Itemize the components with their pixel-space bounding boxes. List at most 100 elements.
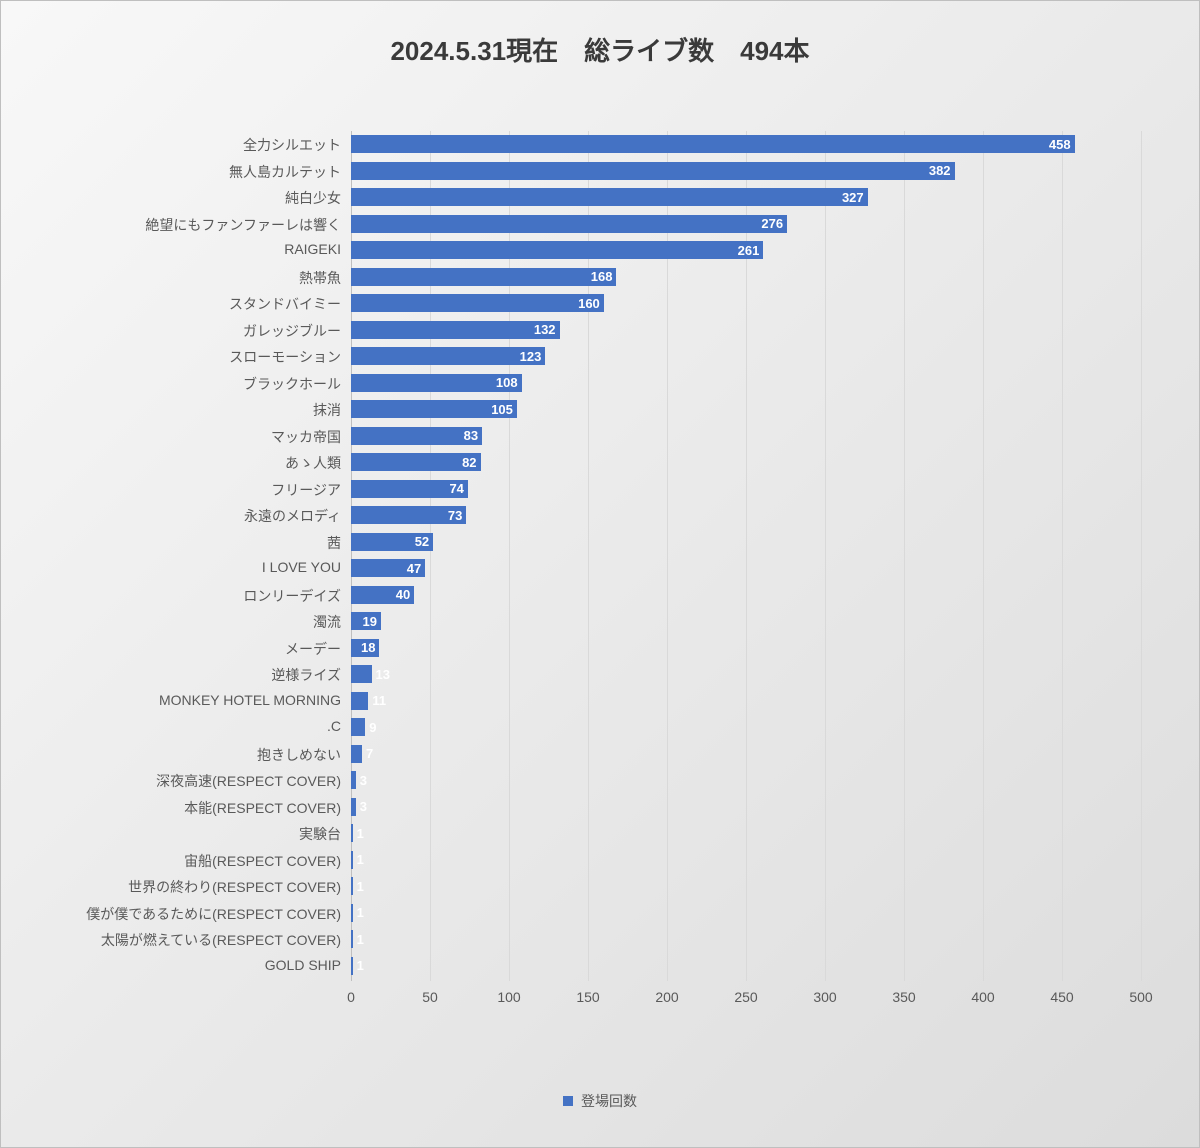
plot-area: 050100150200250300350400450500全力シルエット458…	[351, 131, 1141, 981]
legend-swatch	[563, 1096, 573, 1106]
bar-value-label: 52	[415, 534, 429, 549]
bar	[351, 771, 356, 789]
x-tick-label: 400	[971, 989, 994, 1005]
y-category-label: 本能(RESPECT COVER)	[184, 798, 341, 818]
x-tick-label: 50	[422, 989, 438, 1005]
bar	[351, 798, 356, 816]
bar	[351, 665, 372, 683]
bar	[351, 957, 353, 975]
bar-value-label: 160	[578, 296, 600, 311]
bar-value-label: 9	[369, 720, 376, 735]
bar-value-label: 276	[761, 216, 783, 231]
bar-value-label: 108	[496, 375, 518, 390]
y-category-label: RAIGEKI	[284, 241, 341, 257]
x-tick-label: 450	[1050, 989, 1073, 1005]
bar-value-label: 168	[591, 269, 613, 284]
x-tick-label: 200	[655, 989, 678, 1005]
y-category-label: 絶望にもファンファーレは響く	[145, 215, 341, 235]
y-category-label: 濁流	[313, 612, 341, 632]
gridline	[1062, 131, 1063, 981]
chart-title: 2024.5.31現在 総ライブ数 494本	[1, 31, 1199, 68]
bar-value-label: 382	[929, 163, 951, 178]
bar-value-label: 74	[449, 481, 463, 496]
y-category-label: ロンリーデイズ	[243, 586, 341, 606]
y-category-label: 抱きしめない	[257, 745, 341, 765]
x-tick-label: 350	[892, 989, 915, 1005]
bar-value-label: 261	[738, 243, 760, 258]
x-tick-label: 300	[813, 989, 836, 1005]
y-category-label: 僕が僕であるために(RESPECT COVER)	[86, 904, 341, 924]
bar-value-label: 1	[357, 958, 364, 973]
bar	[351, 268, 616, 286]
y-category-label: 永遠のメロディ	[244, 506, 341, 526]
y-category-label: I LOVE YOU	[262, 559, 341, 575]
y-category-label: 純白少女	[285, 188, 341, 208]
bar	[351, 877, 353, 895]
y-category-label: 全力シルエット	[243, 135, 341, 155]
x-tick-label: 100	[497, 989, 520, 1005]
y-category-label: 茜	[327, 533, 341, 553]
bar	[351, 294, 604, 312]
y-category-label: MONKEY HOTEL MORNING	[159, 692, 341, 708]
bar	[351, 718, 365, 736]
y-category-label: 逆様ライズ	[271, 665, 341, 685]
bar-value-label: 83	[464, 428, 478, 443]
bar	[351, 427, 482, 445]
bar	[351, 745, 362, 763]
bar-value-label: 458	[1049, 137, 1071, 152]
y-category-label: 無人島カルテット	[229, 162, 341, 182]
y-category-label: メーデー	[285, 639, 341, 659]
bar	[351, 347, 545, 365]
y-category-label: あゝ人類	[285, 453, 341, 473]
bar-value-label: 11	[372, 693, 386, 708]
bar-value-label: 7	[366, 746, 373, 761]
bar-value-label: 13	[376, 667, 390, 682]
bar	[351, 692, 368, 710]
x-tick-label: 500	[1129, 989, 1152, 1005]
y-category-label: フリージア	[271, 480, 341, 500]
bar	[351, 930, 353, 948]
bar-value-label: 1	[357, 879, 364, 894]
chart-frame: 2024.5.31現在 総ライブ数 494本 05010015020025030…	[0, 0, 1200, 1148]
bar-value-label: 47	[407, 561, 421, 576]
x-tick-label: 0	[347, 989, 355, 1005]
y-category-label: 太陽が燃えている(RESPECT COVER)	[101, 930, 341, 950]
y-category-label: .C	[327, 718, 341, 734]
bar-value-label: 327	[842, 190, 864, 205]
bar-value-label: 40	[396, 587, 410, 602]
y-category-label: 世界の終わり(RESPECT COVER)	[128, 877, 341, 897]
bar-value-label: 73	[448, 508, 462, 523]
legend-label: 登場回数	[581, 1091, 637, 1111]
y-category-label: スローモーション	[229, 347, 341, 367]
gridline	[983, 131, 984, 981]
bar-value-label: 18	[361, 640, 375, 655]
bar-value-label: 1	[357, 905, 364, 920]
bar-value-label: 105	[491, 402, 513, 417]
bar-value-label: 82	[462, 455, 476, 470]
bar-value-label: 19	[363, 614, 377, 629]
y-category-label: 抹消	[313, 400, 341, 420]
bar-value-label: 132	[534, 322, 556, 337]
y-category-label: ガレッジブルー	[243, 321, 341, 341]
gridline	[1141, 131, 1142, 981]
y-category-label: 宙船(RESPECT COVER)	[184, 851, 341, 871]
bar-value-label: 1	[357, 852, 364, 867]
bar	[351, 904, 353, 922]
y-category-label: 深夜高速(RESPECT COVER)	[156, 771, 341, 791]
y-category-label: スタンドバイミー	[229, 294, 341, 314]
gridline	[825, 131, 826, 981]
bar	[351, 321, 560, 339]
bar	[351, 188, 868, 206]
x-tick-label: 250	[734, 989, 757, 1005]
bar	[351, 162, 955, 180]
bar	[351, 215, 787, 233]
bar	[351, 851, 353, 869]
y-category-label: GOLD SHIP	[265, 957, 341, 973]
bar-value-label: 3	[360, 773, 367, 788]
y-category-label: 熱帯魚	[299, 268, 341, 288]
y-category-label: マッカ帝国	[271, 427, 341, 447]
bar	[351, 241, 763, 259]
bar-value-label: 3	[360, 799, 367, 814]
bar-value-label: 1	[357, 826, 364, 841]
bar-value-label: 1	[357, 932, 364, 947]
